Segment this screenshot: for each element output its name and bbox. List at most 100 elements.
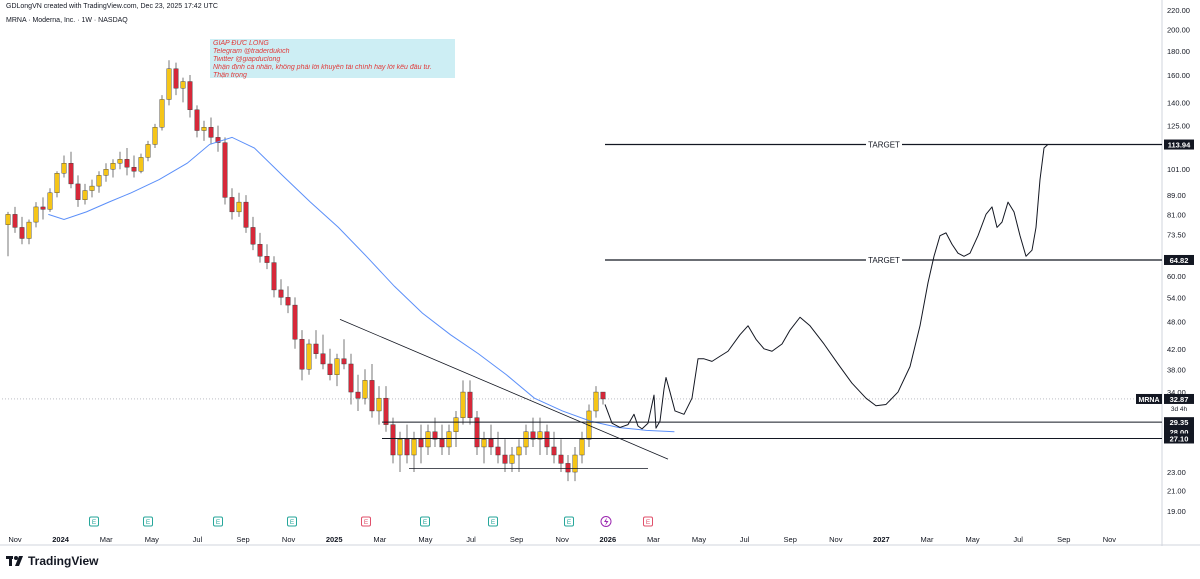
y-tick-label: 101.00 bbox=[1167, 165, 1190, 174]
annotation-line: Nhận định cá nhân, không phải lời khuyên… bbox=[213, 64, 432, 71]
candle-body bbox=[453, 417, 459, 432]
candle-body bbox=[145, 144, 151, 158]
y-tick-label: 73.50 bbox=[1167, 230, 1186, 239]
earnings-icon bbox=[488, 516, 498, 527]
candle-body bbox=[26, 221, 32, 239]
earnings-marker-label: E bbox=[567, 519, 572, 526]
x-tick-label: Sep bbox=[510, 535, 523, 544]
descending-trendline bbox=[339, 318, 669, 460]
candle-body bbox=[243, 201, 249, 228]
y-tick-label: 200.00 bbox=[1167, 25, 1190, 34]
candle-body bbox=[565, 463, 571, 473]
target-label-bg bbox=[866, 139, 902, 150]
y-tick-label: 21.00 bbox=[1167, 487, 1186, 496]
x-tick-label: Mar bbox=[647, 535, 660, 544]
candle-body bbox=[530, 431, 536, 440]
earnings-icon bbox=[287, 516, 297, 527]
candle-body bbox=[509, 454, 515, 464]
candle-body bbox=[208, 127, 214, 138]
earnings-icon bbox=[564, 516, 574, 527]
candle-body bbox=[299, 339, 305, 370]
candle-body bbox=[383, 397, 389, 425]
x-tick-label: May bbox=[692, 535, 706, 544]
candle-body bbox=[467, 391, 473, 418]
earnings-icon bbox=[89, 516, 99, 527]
annotation-line: Thận trọng bbox=[213, 72, 247, 79]
candle-body bbox=[103, 169, 109, 176]
candle-body bbox=[292, 304, 298, 340]
candle-body bbox=[355, 391, 361, 399]
candle-body bbox=[75, 183, 81, 200]
x-tick-label: Sep bbox=[1057, 535, 1070, 544]
price-label-box bbox=[1164, 417, 1194, 428]
price-label-value: 113.94 bbox=[1168, 141, 1191, 150]
candle-body bbox=[117, 159, 123, 164]
x-tick-label: Mar bbox=[100, 535, 113, 544]
x-tick-label: May bbox=[145, 535, 159, 544]
y-tick-label: 180.00 bbox=[1167, 47, 1190, 56]
candle-body bbox=[124, 159, 130, 168]
earnings-icon bbox=[420, 516, 430, 527]
author-annotation: GIÁP ĐỨC LONG Telegram @traderdukich Twi… bbox=[210, 39, 455, 79]
earnings-marker-label: E bbox=[423, 519, 428, 526]
candle-body bbox=[82, 190, 88, 200]
projection-path bbox=[604, 144, 1049, 430]
earnings-marker-label: E bbox=[646, 519, 651, 526]
x-tick-label: Nov bbox=[829, 535, 843, 544]
tradingview-icon bbox=[6, 555, 24, 567]
candle-body bbox=[152, 127, 158, 145]
candle-body bbox=[271, 262, 277, 291]
x-tick-label: 2025 bbox=[326, 535, 343, 544]
candle-body bbox=[341, 358, 347, 365]
candle-body bbox=[54, 173, 60, 194]
y-tick-label: 54.00 bbox=[1167, 293, 1186, 302]
candle-body bbox=[593, 391, 599, 412]
candle-body bbox=[495, 446, 501, 456]
candle-body bbox=[12, 214, 18, 228]
y-tick-label: 48.00 bbox=[1167, 317, 1186, 326]
candle-body bbox=[579, 439, 585, 456]
candle-body bbox=[264, 256, 270, 263]
earnings-marker-label: E bbox=[216, 519, 221, 526]
candle-body bbox=[313, 343, 319, 354]
y-tick-label: 23.00 bbox=[1167, 468, 1186, 477]
candle-body bbox=[285, 297, 291, 306]
candle-body bbox=[250, 227, 256, 245]
candle-body bbox=[306, 343, 312, 370]
candle-body bbox=[68, 163, 74, 185]
price-label-box bbox=[1164, 433, 1194, 444]
earnings-marker-label: E bbox=[364, 519, 369, 526]
candle-body bbox=[5, 214, 11, 225]
y-tick-label: 38.00 bbox=[1167, 365, 1186, 374]
candle-body bbox=[166, 68, 172, 100]
candle-body bbox=[327, 363, 333, 375]
candle-body bbox=[201, 127, 207, 131]
x-tick-label: Nov bbox=[556, 535, 570, 544]
candle-body bbox=[348, 363, 354, 393]
candle-body bbox=[222, 142, 228, 198]
candle-body bbox=[558, 454, 564, 464]
candle-body bbox=[194, 109, 200, 131]
candle-body bbox=[537, 431, 543, 440]
candle-body bbox=[320, 353, 326, 365]
x-tick-label: Sep bbox=[236, 535, 249, 544]
candle-body bbox=[376, 397, 382, 412]
candle-body bbox=[159, 99, 165, 128]
symbol-tag-box bbox=[1136, 393, 1162, 404]
candle-body bbox=[61, 163, 67, 174]
earnings-icon bbox=[143, 516, 153, 527]
candle-body bbox=[481, 439, 487, 448]
x-tick-label: 2026 bbox=[599, 535, 616, 544]
candle-body bbox=[474, 417, 480, 448]
y-tick-label: 42.00 bbox=[1167, 345, 1186, 354]
y-tick-label: 19.00 bbox=[1167, 507, 1186, 516]
tradingview-logo[interactable]: TradingView bbox=[6, 554, 98, 568]
y-tick-label: 160.00 bbox=[1167, 71, 1190, 80]
candle-body bbox=[40, 206, 46, 210]
lightning-glyph bbox=[604, 517, 609, 526]
candle-body bbox=[138, 157, 144, 172]
candle-body bbox=[418, 439, 424, 448]
candle-body bbox=[96, 175, 102, 187]
symbol-line: MRNA · Moderna, Inc. · 1W · NASDAQ bbox=[6, 17, 128, 24]
